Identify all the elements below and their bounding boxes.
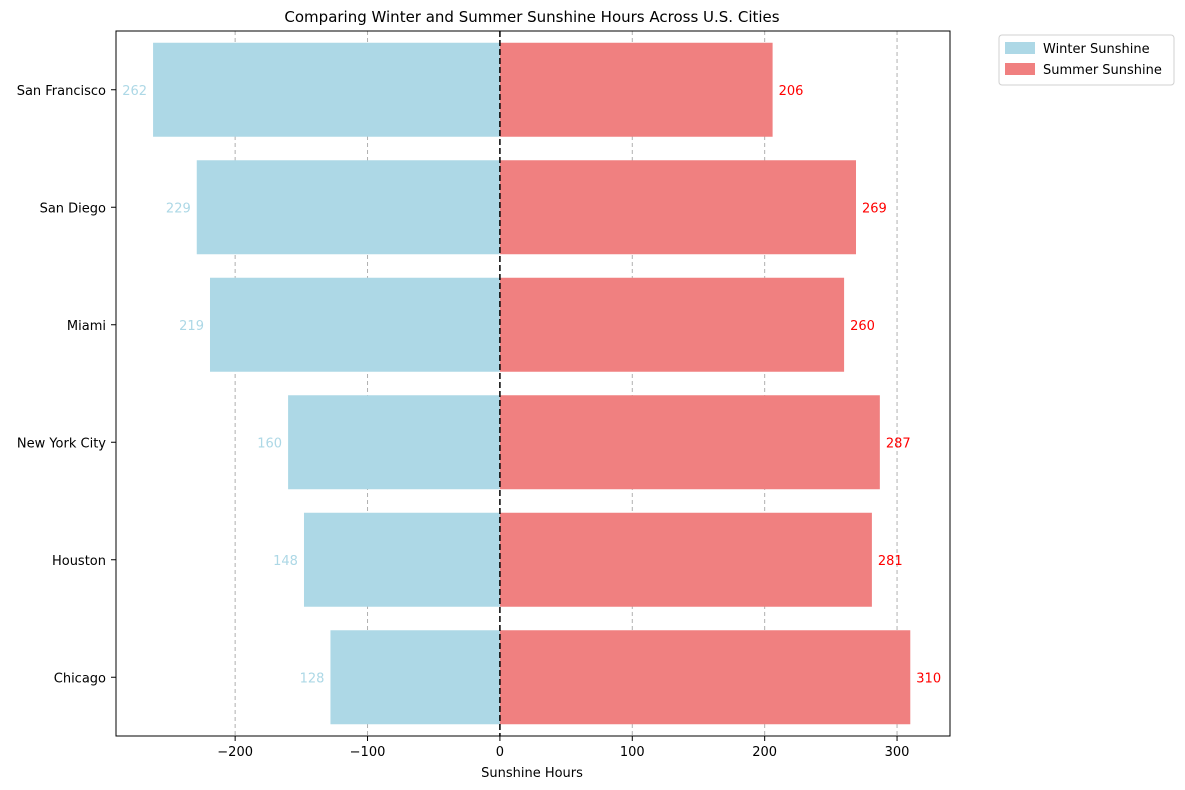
summer-bar [499, 395, 880, 490]
summer-bar [499, 42, 773, 137]
summer-value-label: 260 [850, 319, 875, 334]
y-tick-label: Chicago [54, 671, 106, 686]
legend-swatch [1005, 42, 1035, 54]
winter-bar [196, 160, 500, 255]
winter-value-label: 262 [122, 84, 147, 99]
x-tick-label: 100 [620, 745, 645, 760]
y-axis-ticks: San Francisco San Diego Miami New York City… [17, 84, 116, 686]
legend-swatch [1005, 63, 1035, 75]
y-tick-label: Houston [52, 554, 106, 569]
winter-bar [303, 512, 500, 607]
summer-bar [499, 630, 911, 725]
winter-value-label: 160 [257, 436, 282, 451]
winter-value-label: 219 [179, 319, 204, 334]
x-grid [234, 31, 898, 736]
data-labels: 262 206 229 269 219 260 160 287 148 281 128 310 [122, 84, 941, 687]
plot-frame [115, 30, 951, 737]
x-axis-ticks: −200 −100 0 100 200 300 [217, 736, 909, 760]
summer-value-label: 310 [916, 671, 941, 686]
summer-value-label: 281 [878, 554, 903, 569]
summer-bar [499, 277, 845, 372]
bars [153, 42, 911, 725]
legend-label: Winter Sunshine [1043, 42, 1150, 57]
y-tick-label: Miami [67, 319, 106, 334]
legend: Winter Sunshine Summer Sunshine [998, 34, 1175, 86]
winter-value-label: 128 [300, 671, 325, 686]
x-tick-label: 200 [752, 745, 777, 760]
x-tick-label: −200 [217, 745, 253, 760]
summer-bar [499, 512, 872, 607]
summer-value-label: 287 [886, 436, 911, 451]
summer-value-label: 269 [862, 201, 887, 216]
legend-label: Summer Sunshine [1043, 63, 1162, 78]
winter-bar [330, 630, 500, 725]
y-tick-label: San Francisco [17, 84, 106, 99]
winter-value-label: 229 [166, 201, 191, 216]
winter-bar [153, 42, 500, 137]
y-tick-label: New York City [17, 436, 106, 451]
chart-title: Comparing Winter and Summer Sunshine Hou… [284, 8, 779, 26]
x-axis-title: Sunshine Hours [481, 766, 583, 781]
winter-bar [209, 277, 500, 372]
winter-value-label: 148 [273, 554, 298, 569]
x-tick-label: −100 [350, 745, 386, 760]
x-tick-label: 300 [885, 745, 910, 760]
x-tick-label: 0 [496, 745, 504, 760]
summer-bar [499, 160, 857, 255]
legend-box [998, 34, 1175, 86]
y-tick-label: San Diego [40, 201, 106, 216]
winter-bar [288, 395, 500, 490]
summer-value-label: 206 [779, 84, 804, 99]
